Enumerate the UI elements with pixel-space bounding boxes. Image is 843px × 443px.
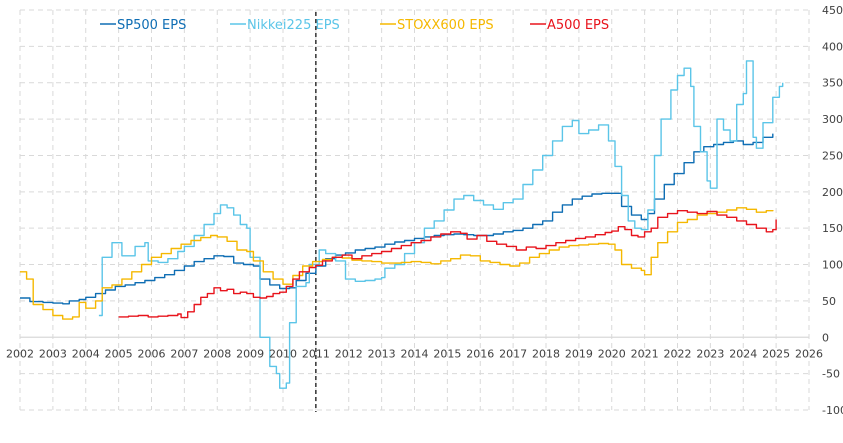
x-tick-label: 2023: [696, 347, 724, 360]
legend-item: Nikkei225 EPS: [230, 18, 340, 33]
legend-label: STOXX600 EPS: [397, 18, 494, 33]
x-tick-label: 2003: [39, 347, 67, 360]
x-tick-label: 2020: [598, 347, 626, 360]
x-tick-label: 2024: [729, 347, 757, 360]
series-stoxx600-epsline: [20, 207, 774, 320]
x-tick-label: 2011: [302, 347, 330, 360]
legend-label: A500 EPS: [547, 18, 609, 33]
legend-item: SP500 EPS: [100, 18, 186, 33]
y-tick-label: -100: [822, 404, 843, 417]
x-tick-label: 2021: [631, 347, 659, 360]
x-tick-label: 2004: [72, 347, 100, 360]
x-tick-label: 2019: [565, 347, 593, 360]
x-tick-label: 2022: [664, 347, 692, 360]
x-tick-label: 2010: [269, 347, 297, 360]
x-tick-label: 2018: [532, 347, 560, 360]
x-tick-label: 2014: [401, 347, 429, 360]
y-tick-label: 100: [822, 259, 843, 272]
legend-label: Nikkei225 EPS: [247, 18, 340, 33]
y-tick-label: 250: [822, 149, 843, 162]
y-tick-label: 200: [822, 186, 843, 199]
x-tick-label: 2013: [368, 347, 396, 360]
x-tick-label: 2026: [795, 347, 823, 360]
y-tick-label: 0: [822, 331, 829, 344]
series-a500-epsline: [118, 210, 777, 319]
legend-item: A500 EPS: [530, 18, 609, 33]
y-axis-ticks: 450 400 350 300 250 200 150 100 50 0 -50 -100: [822, 4, 843, 417]
y-tick-label: 400: [822, 40, 843, 53]
series-lines: [20, 60, 784, 389]
x-tick-label: 2002: [6, 347, 34, 360]
y-tick-label: 300: [822, 113, 843, 126]
legend: SP500 EPS Nikkei225 EPS STOXX600 EPS A500 E…: [100, 18, 609, 33]
y-tick-label: 350: [822, 77, 843, 90]
legend-label: SP500 EPS: [117, 18, 186, 33]
series-sp500-epsline: [20, 133, 774, 305]
x-tick-label: 2015: [433, 347, 461, 360]
x-tick-label: 2006: [138, 347, 166, 360]
x-tick-label: 2008: [203, 347, 231, 360]
x-tick-label: 2016: [466, 347, 494, 360]
series-nikkei225-epsline: [98, 60, 784, 389]
x-tick-label: 2007: [170, 347, 198, 360]
y-tick-label: 150: [822, 222, 843, 235]
x-tick-label: 2012: [335, 347, 363, 360]
x-axis-ticks: 2002 2003 2004 2005 2006 2007 2008 2009 2010 2011…: [6, 347, 823, 360]
legend-item: STOXX600 EPS: [380, 18, 494, 33]
y-tick-label: 450: [822, 4, 843, 17]
x-tick-label: 2009: [236, 347, 264, 360]
x-tick-label: 2005: [105, 347, 133, 360]
y-tick-label: 50: [822, 295, 836, 308]
y-tick-label: -50: [822, 368, 840, 381]
x-tick-label: 2025: [762, 347, 790, 360]
x-tick-label: 2017: [499, 347, 527, 360]
